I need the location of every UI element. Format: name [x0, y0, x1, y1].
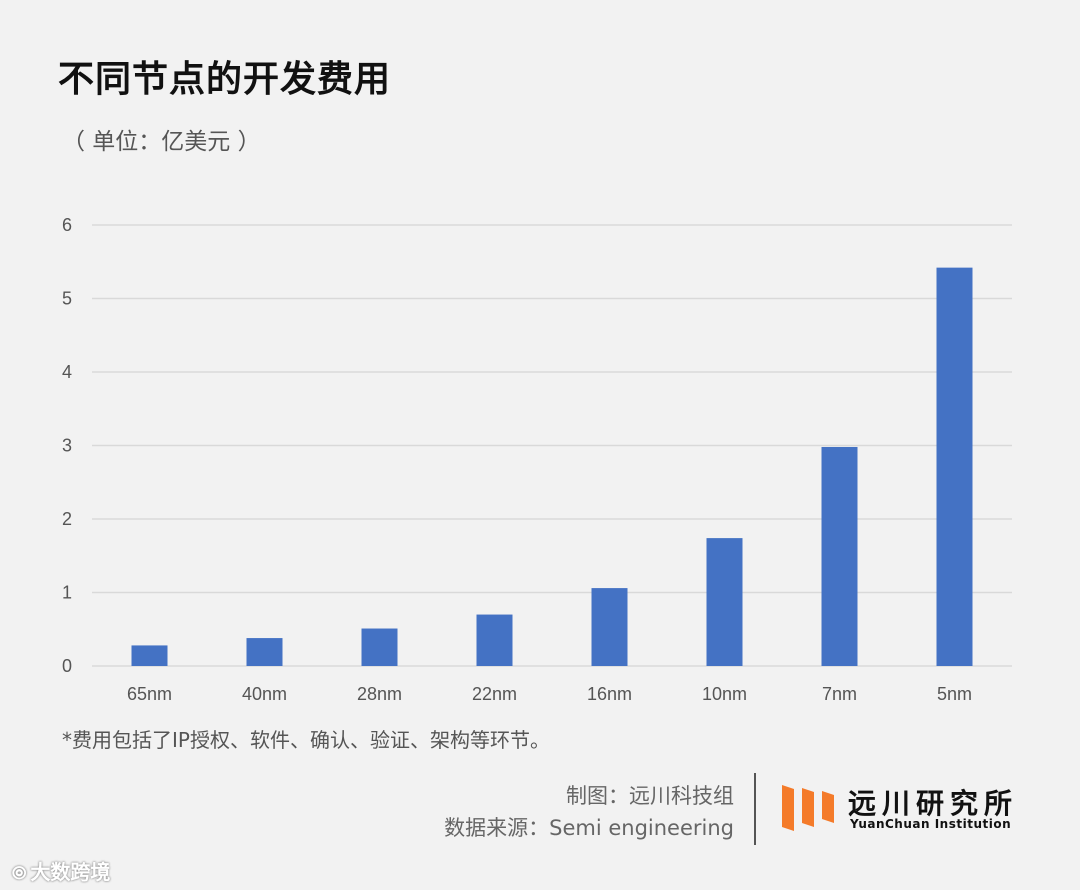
bar-28nm: [361, 628, 398, 666]
bar-65nm: [131, 645, 168, 666]
chart-credit: 制图：远川科技组: [566, 784, 734, 808]
gridlines: [92, 224, 1012, 667]
x-axis-ticks: 65nm 40nm 28nm 22nm 16nm 10nm 7nm 5nm: [127, 684, 972, 704]
bar-chart: 0 1 2 3 4 5 6 65nm 40nm 28nm 22nm 16nm 10nm 7nm 5nm: [62, 215, 1012, 704]
bar-5nm: [936, 267, 973, 666]
y-tick-label: 1: [62, 583, 72, 603]
footnote: *费用包括了IP授权、软件、确认、验证、架构等环节。: [62, 728, 550, 752]
watermark: ⦾ 大数跨境: [12, 856, 110, 885]
bar-40nm: [246, 638, 283, 666]
x-tick-label: 28nm: [357, 684, 402, 704]
bars: [131, 267, 973, 666]
y-tick-label: 5: [62, 289, 72, 309]
watermark-icon: ⦾: [12, 863, 27, 884]
y-axis-ticks: 0 1 2 3 4 5 6: [62, 215, 72, 676]
unit-label: （ 单位：亿美元 ）: [62, 129, 261, 155]
x-tick-label: 40nm: [242, 684, 287, 704]
bar-16nm: [591, 588, 628, 666]
x-tick-label: 65nm: [127, 684, 172, 704]
bar-10nm: [706, 538, 743, 666]
bar-22nm: [476, 614, 513, 666]
y-tick-label: 6: [62, 215, 72, 235]
credit-divider: [754, 773, 756, 845]
y-tick-label: 2: [62, 509, 72, 529]
x-tick-label: 22nm: [472, 684, 517, 704]
x-tick-label: 5nm: [937, 684, 972, 704]
logo-name-cn: 远川研究所: [848, 787, 1019, 820]
watermark-text: 大数跨境: [30, 860, 111, 884]
y-tick-label: 3: [62, 436, 72, 456]
x-tick-label: 10nm: [702, 684, 747, 704]
y-tick-label: 4: [62, 362, 72, 382]
logo-icon: [782, 785, 834, 831]
data-source: 数据来源：Semi engineering: [444, 816, 734, 840]
chart-title: 不同节点的开发费用: [58, 59, 392, 100]
x-tick-label: 16nm: [587, 684, 632, 704]
bar-7nm: [821, 446, 858, 666]
x-tick-label: 7nm: [822, 684, 857, 704]
y-tick-label: 0: [62, 656, 72, 676]
logo-name-en: YuanChuan Institution: [850, 817, 1012, 831]
